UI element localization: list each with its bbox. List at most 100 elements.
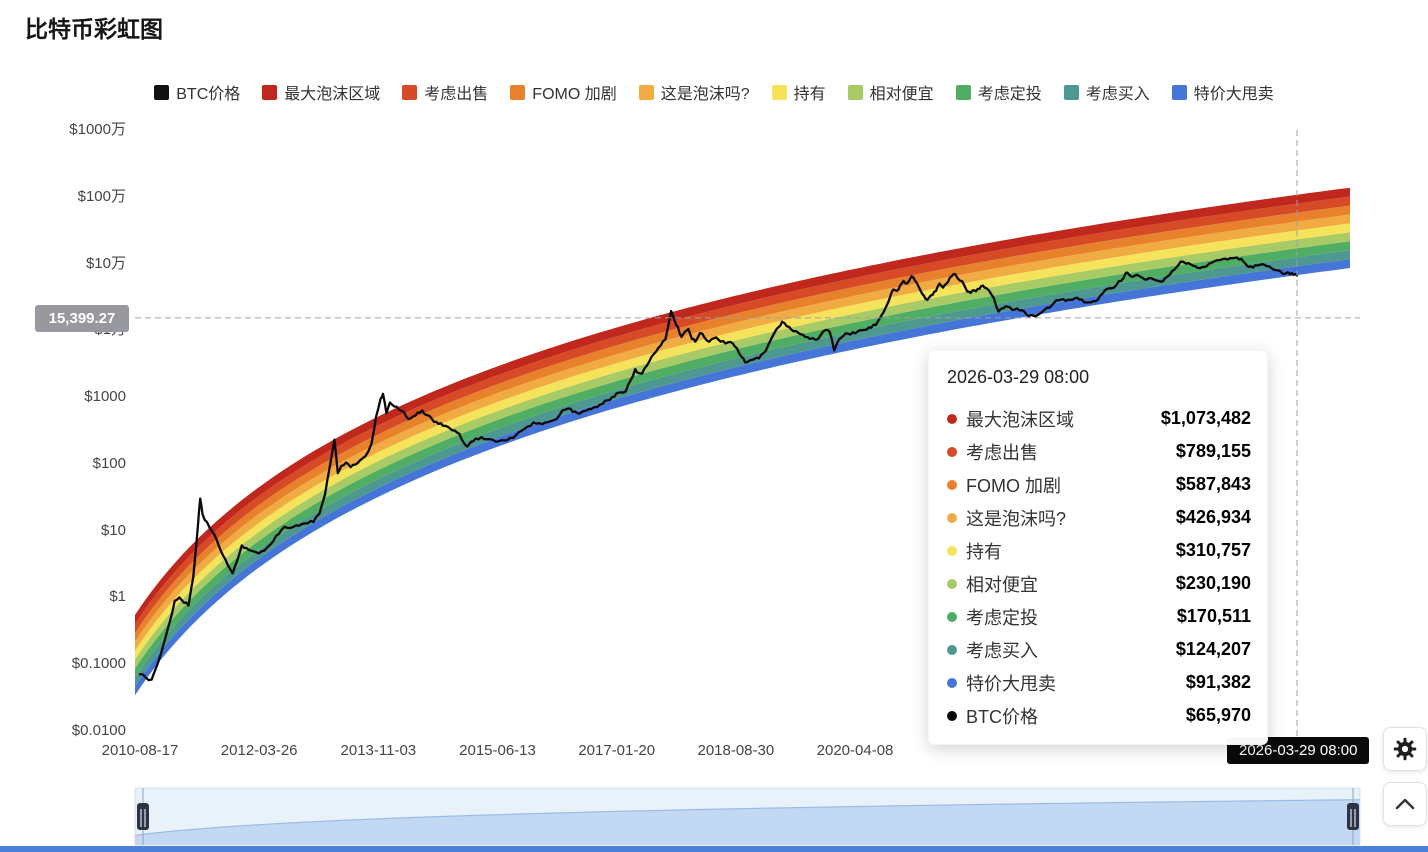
tooltip-row: 持有 $310,757 — [945, 534, 1251, 567]
tooltip-series-value: $230,190 — [1175, 573, 1251, 593]
tooltip-series-value: $310,757 — [1175, 540, 1251, 560]
tooltip-series-value: $1,073,482 — [1160, 408, 1251, 428]
tooltip-row: 考虑买入 $124,207 — [945, 633, 1251, 666]
legend-label: 持有 — [793, 86, 826, 103]
legend-swatch — [1171, 84, 1187, 100]
y-axis-label: $100 — [92, 454, 126, 472]
tooltip-row: 考虑出售 $789,155 — [945, 435, 1251, 468]
legend-item-4[interactable]: 这是泡沫吗? — [638, 80, 750, 104]
legend-swatch — [510, 84, 526, 100]
y-axis-label: $10 — [100, 521, 126, 539]
legend-label: 特价大甩卖 — [1193, 86, 1274, 103]
legend-item-9[interactable]: 特价大甩卖 — [1171, 80, 1274, 104]
x-axis-label: 2020-04-08 — [816, 742, 894, 759]
series-dot-icon — [947, 710, 957, 721]
legend-item-7[interactable]: 考虑定投 — [955, 80, 1042, 104]
legend-item-8[interactable]: 考虑买入 — [1063, 80, 1150, 104]
x-axis-label: 2017-01-20 — [578, 742, 656, 759]
legend-item-6[interactable]: 相对便宜 — [847, 80, 934, 104]
crosshair-y-value-badge: 15,399.27 — [35, 305, 129, 332]
legend-label: 最大泡沫区域 — [284, 86, 381, 103]
tooltip-series-label: 考虑定投 — [966, 607, 1038, 628]
y-axis-label: $100万 — [77, 187, 126, 205]
series-dot-icon — [947, 611, 957, 622]
gear-icon — [1393, 737, 1417, 761]
tooltip-series-value: $124,207 — [1175, 639, 1251, 659]
tooltip-series-label: 持有 — [966, 541, 1002, 562]
datazoom-handle-right[interactable] — [1347, 803, 1359, 830]
tooltip-series-label: 考虑出售 — [966, 442, 1038, 463]
series-dot-icon — [947, 545, 957, 556]
legend-label: 这是泡沫吗? — [660, 86, 750, 103]
series-dot-icon — [947, 512, 957, 523]
y-axis-label: $1 — [109, 588, 126, 606]
datazoom-handle-left[interactable] — [137, 803, 149, 830]
y-axis-label: $0.1000 — [71, 655, 126, 673]
series-dot-icon — [947, 677, 957, 688]
legend-item-2[interactable]: 考虑出售 — [402, 80, 488, 104]
legend-swatch — [262, 84, 278, 100]
y-axis-label: $0.0100 — [71, 722, 126, 739]
tooltip-title: 2026-03-29 08:00 — [947, 367, 1090, 387]
x-axis-label: 2010-08-17 — [101, 742, 179, 759]
tooltip-series-label: 这是泡沫吗? — [966, 508, 1067, 529]
legend-swatch — [955, 84, 971, 100]
tooltip-series-label: FOMO 加剧 — [966, 475, 1061, 496]
datazoom-selected-region[interactable] — [135, 788, 1360, 845]
x-axis-label: 2015-06-13 — [459, 742, 536, 759]
tooltip-series-label: 最大泡沫区域 — [966, 409, 1074, 430]
legend-label: 考虑定投 — [977, 86, 1042, 103]
back-to-top-button[interactable] — [1383, 782, 1427, 826]
page-title: 比特币彩虹图 — [25, 16, 163, 42]
tooltip-series-value: $587,843 — [1175, 474, 1251, 494]
tooltip-row: BTC价格 $65,970 — [945, 699, 1251, 732]
tooltip-series-value: $789,155 — [1175, 441, 1251, 461]
x-axis-label: 2012-03-26 — [220, 742, 298, 759]
tooltip-series-value: $426,934 — [1175, 507, 1251, 527]
legend-item-3[interactable]: FOMO 加剧 — [510, 80, 617, 104]
tooltip-row: 最大泡沫区域 $1,073,482 — [945, 402, 1251, 435]
tooltip-series-label: BTC价格 — [966, 706, 1038, 727]
series-dot-icon — [947, 578, 957, 589]
legend-swatch — [402, 84, 418, 100]
settings-button[interactable] — [1383, 727, 1427, 771]
legend-item-5[interactable]: 持有 — [771, 80, 826, 104]
series-dot-icon — [947, 446, 957, 457]
x-axis-label: 2018-08-30 — [697, 742, 775, 759]
tooltip-rows: 最大泡沫区域 $1,073,482 考虑出售 $789,155 FOMO 加剧 $587,… — [945, 402, 1251, 732]
legend-swatch — [1063, 84, 1079, 100]
legend-label: FOMO 加剧 — [532, 86, 617, 103]
chevron-up-icon — [1395, 798, 1415, 810]
tooltip-row: 考虑定投 $170,511 — [945, 600, 1251, 633]
legend-label: 相对便宜 — [869, 86, 934, 103]
legend-label: 考虑买入 — [1085, 86, 1150, 103]
legend-swatch — [638, 84, 654, 100]
datazoom-shadow — [135, 799, 1360, 845]
series-dot-icon — [947, 644, 957, 655]
tooltip-row: 相对便宜 $230,190 — [945, 567, 1251, 600]
tooltip-series-label: 相对便宜 — [966, 574, 1038, 595]
datazoom-shadow-edge — [134, 799, 1361, 836]
legend-label: BTC价格 — [176, 86, 241, 103]
legend-item-1[interactable]: 最大泡沫区域 — [262, 80, 380, 104]
legend-item-0[interactable]: BTC价格 — [154, 80, 240, 104]
y-axis-label: $1000万 — [69, 121, 126, 138]
legend-label: 考虑出售 — [424, 86, 489, 103]
y-axis-label: $1000 — [84, 388, 126, 406]
series-dot-icon — [947, 413, 957, 424]
tooltip-series-value: $65,970 — [1185, 705, 1251, 725]
tooltip-series-label: 考虑买入 — [966, 640, 1038, 661]
bottom-accent-strip — [0, 846, 1428, 852]
legend-swatch — [771, 84, 787, 100]
legend-swatch — [154, 84, 170, 100]
x-axis-label: 2013-11-03 — [340, 742, 417, 759]
legend-swatch — [847, 84, 863, 100]
tooltip-series-label: 特价大甩卖 — [966, 673, 1056, 694]
tooltip-row: 特价大甩卖 $91,382 — [945, 666, 1251, 699]
tooltip-row: 这是泡沫吗? $426,934 — [945, 501, 1251, 534]
tooltip-row: FOMO 加剧 $587,843 — [945, 468, 1251, 501]
series-dot-icon — [947, 479, 957, 490]
y-axis-label: $10万 — [85, 254, 126, 272]
